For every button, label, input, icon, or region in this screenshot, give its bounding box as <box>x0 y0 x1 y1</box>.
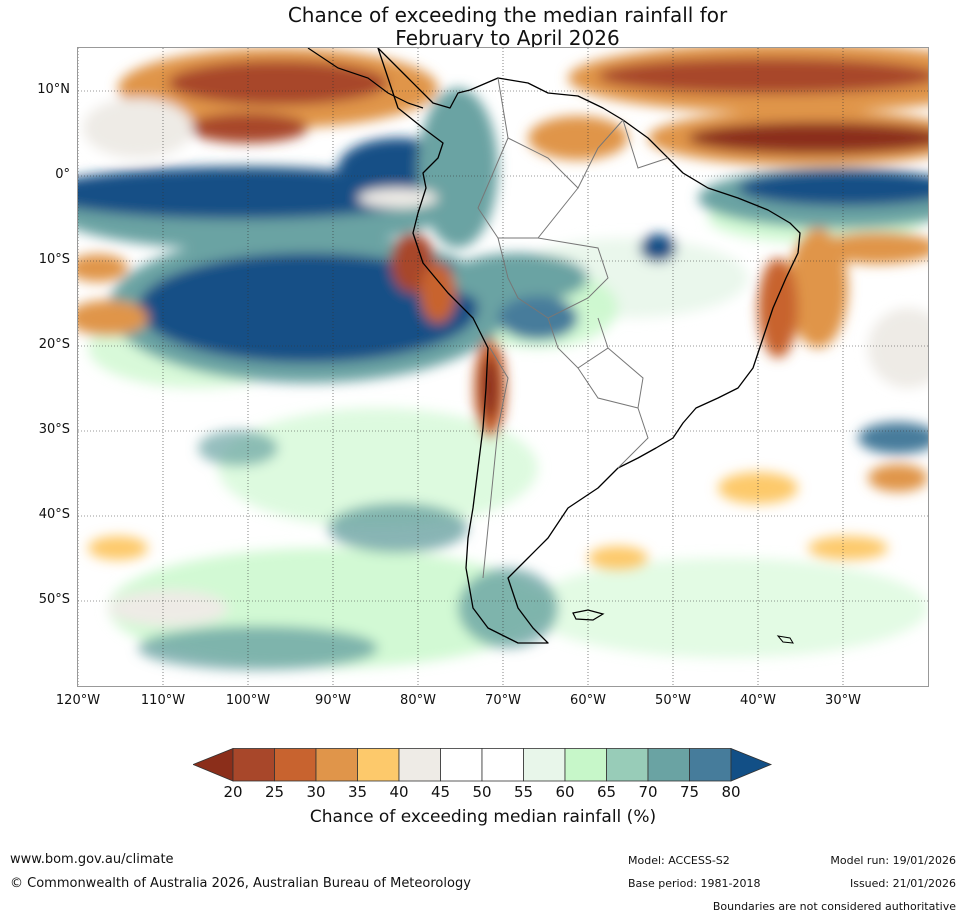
colorbar-tick-label: 80 <box>721 783 741 801</box>
lat-label-50s: 50°S <box>38 592 70 607</box>
lat-label-0: 0° <box>55 167 70 182</box>
colorbar-cell <box>647 748 690 782</box>
map-title: Chance of exceeding the median rainfall … <box>0 4 965 50</box>
colorbar-cell <box>689 748 732 782</box>
colorbar-tick-label: 25 <box>264 783 285 801</box>
colorbar-tick-label: 55 <box>513 783 534 801</box>
colorbar-tick-label: 60 <box>555 783 575 801</box>
colorbar-tick-label: 75 <box>679 783 700 801</box>
lon-label-120w: 120°W <box>55 693 101 708</box>
lon-label-80w: 80°W <box>400 693 436 708</box>
lon-label-70w: 70°W <box>485 693 521 708</box>
colorbar-tick-label: 70 <box>638 783 658 801</box>
lat-label-40s: 40°S <box>38 507 70 522</box>
lat-label-20s: 20°S <box>38 337 70 352</box>
lat-label-30s: 30°S <box>38 422 70 437</box>
colorbar-tick-label: 30 <box>306 783 326 801</box>
footer-copyright: © Commonwealth of Australia 2026, Austra… <box>10 876 471 891</box>
south-america-coastline <box>377 48 801 644</box>
footer-model: Model: ACCESS-S2 <box>628 854 730 867</box>
lon-label-60w: 60°W <box>570 693 606 708</box>
title-line-2: February to April 2026 <box>395 26 620 50</box>
footer-base-period: Base period: 1981-2018 <box>628 877 761 890</box>
colorbar-tick-label: 45 <box>430 783 451 801</box>
colorbar-cell <box>606 748 649 782</box>
colorbar-tick-label: 65 <box>596 783 617 801</box>
lon-label-40w: 40°W <box>740 693 776 708</box>
colorbar-cell <box>564 748 607 782</box>
colorbar-tick-label: 40 <box>389 783 409 801</box>
colorbar-min-arrow <box>193 748 234 782</box>
colorbar-cell <box>315 748 358 782</box>
lon-label-30w: 30°W <box>825 693 861 708</box>
colorbar-cell <box>523 748 566 782</box>
rainfall-anomaly-field <box>78 48 928 670</box>
colorbar-cell <box>274 748 317 782</box>
colorbar-tick-label: 50 <box>472 783 492 801</box>
legend-colorbar <box>193 748 773 782</box>
central-america-coastline <box>307 48 424 109</box>
footer-model-run: Model run: 19/01/2026 <box>830 854 956 867</box>
title-line-1: Chance of exceeding the median rainfall … <box>287 3 728 27</box>
colorbar-tick-label: 35 <box>347 783 368 801</box>
lat-label-10n: 10°N <box>37 82 70 97</box>
falkland-islands <box>572 609 605 621</box>
lat-label-10s: 10°S <box>38 252 70 267</box>
colorbar-cell <box>232 748 275 782</box>
colorbar-cell <box>357 748 400 782</box>
legend-title: Chance of exceeding median rainfall (%) <box>309 807 657 827</box>
map-canvas <box>78 48 928 686</box>
graticule <box>78 48 928 686</box>
footer-disclaimer: Boundaries are not considered authoritat… <box>712 900 956 913</box>
forecast-map[interactable] <box>77 47 929 687</box>
lon-label-50w: 50°W <box>655 693 691 708</box>
footer-website[interactable]: www.bom.gov.au/climate <box>10 852 174 867</box>
colorbar-cell <box>481 748 524 782</box>
lon-label-100w: 100°W <box>225 693 271 708</box>
colorbar-cell <box>398 748 441 782</box>
footer-issued: Issued: 21/01/2026 <box>849 877 956 890</box>
country-borders <box>477 77 669 579</box>
lon-label-110w: 110°W <box>140 693 186 708</box>
colorbar-max-arrow <box>730 748 773 782</box>
colorbar-tick-label: 20 <box>223 783 243 801</box>
colorbar-cell <box>440 748 483 782</box>
lon-label-90w: 90°W <box>315 693 351 708</box>
south-georgia <box>776 635 794 644</box>
